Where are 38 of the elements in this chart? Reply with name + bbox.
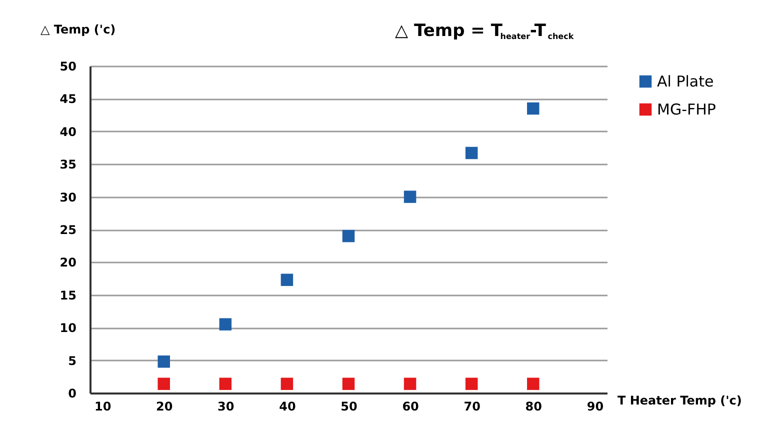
legend-label: Al Plate: [657, 72, 714, 90]
y-tick-label: 40: [60, 124, 76, 139]
point: [342, 230, 355, 242]
x-tick-label: 20: [156, 400, 173, 414]
y-tick-label: 20: [60, 256, 76, 270]
point: [158, 378, 170, 390]
x-tick-label: 40: [279, 400, 296, 414]
point: [527, 102, 540, 115]
x-tick-label: 70: [464, 400, 480, 414]
x-tick-label: 60: [402, 400, 419, 414]
y-tick-label: 25: [60, 223, 76, 237]
point: [219, 318, 232, 330]
x-tick-label: 50: [340, 400, 358, 414]
x-tick-label: 80: [525, 400, 542, 414]
y-tick-label: 45: [60, 92, 76, 106]
y-tick-label: 10: [60, 321, 76, 336]
point: [280, 378, 294, 390]
point: [404, 378, 416, 390]
y-axis-title: △ Temp ('c): [40, 22, 116, 36]
point: [219, 378, 232, 390]
point: [465, 146, 478, 160]
y-tick-label: 50: [60, 60, 76, 74]
y-tick-label: 0: [68, 386, 76, 400]
point: [280, 274, 294, 286]
point: [527, 378, 540, 390]
point: [404, 190, 416, 203]
y-tick-label: 5: [68, 354, 76, 368]
y-tick-label: 35: [60, 158, 76, 172]
y-tick-label: 30: [60, 190, 76, 204]
point: [158, 355, 170, 368]
x-tick-label: 90: [586, 400, 604, 414]
point: [465, 378, 478, 390]
x-axis-title: T Heater Temp ('c): [618, 394, 742, 408]
point: [342, 378, 355, 390]
x-tick-label: 30: [218, 400, 234, 414]
y-tick-label: 15: [60, 288, 76, 302]
x-tick-label: 10: [94, 400, 112, 414]
legend-label: MG-FHP: [657, 100, 716, 118]
